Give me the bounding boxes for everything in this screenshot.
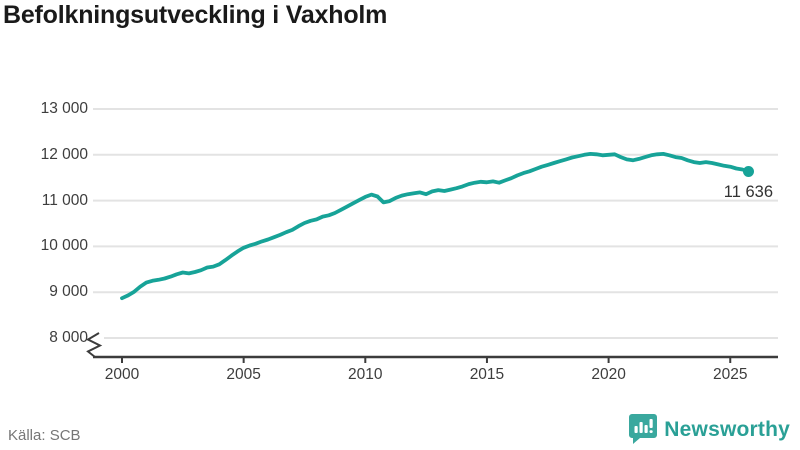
chart-title: Befolkningsutveckling i Vaxholm	[3, 1, 388, 29]
newsworthy-logo[interactable]: Newsworthy	[629, 414, 790, 445]
x-tick-label: 2000	[104, 366, 140, 383]
last-point-dot	[742, 165, 754, 177]
y-tick-label: 9 000	[49, 283, 88, 301]
x-tick-label: 2010	[348, 366, 383, 383]
newsworthy-brand-name: Newsworthy	[664, 417, 790, 441]
x-tick-label: 2005	[226, 366, 261, 383]
y-tick-label: 10 000	[40, 237, 88, 255]
newsworthy-logo-icon	[629, 414, 658, 444]
y-tick-label: 11 000	[41, 191, 88, 209]
y-axis-break	[85, 332, 103, 358]
y-tick-label: 13 000	[40, 100, 88, 117]
x-tick-label: 2020	[591, 366, 626, 383]
last-value-label: 11 636	[723, 183, 773, 201]
x-tick-label: 2025	[713, 366, 748, 383]
population-line	[120, 151, 751, 301]
source-note: Källa: SCB	[8, 427, 81, 444]
y-tick-label: 12 000	[40, 145, 88, 163]
x-tick-label: 2015	[469, 366, 505, 383]
y-tick-label: 8 000	[49, 329, 88, 346]
